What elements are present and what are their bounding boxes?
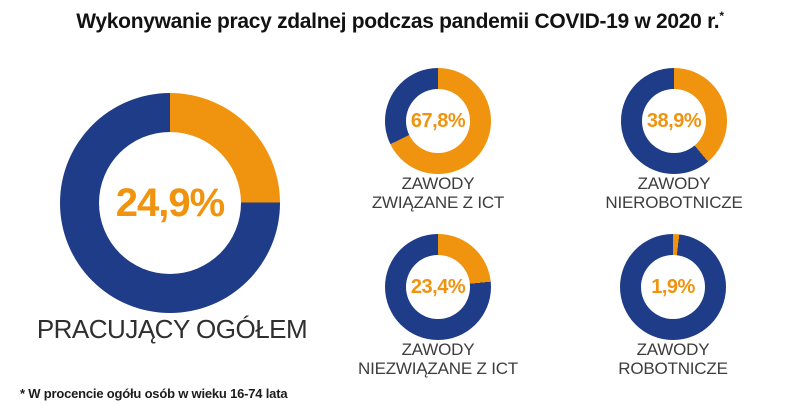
page-title: Wykonywanie pracy zdalnej podczas pandem… xyxy=(0,9,800,34)
donut-hole: 1,9% xyxy=(641,255,705,319)
value-label-pracujacy-ogolem: 24,9% xyxy=(115,181,225,225)
value-label-zawody-nierobotnicze: 38,9% xyxy=(646,110,702,132)
footnote: * W procencie ogółu osób w wieku 16-74 l… xyxy=(20,386,288,401)
donut-chart-pracujacy-ogolem: 24,9% xyxy=(60,93,280,313)
chart-label-zawody-niezwiazane-z-ict: ZAWODY NIEZWIĄZANE Z ICT xyxy=(318,340,558,378)
donut-hole: 23,4% xyxy=(406,255,470,319)
donut-chart-zawody-robotnicze: 1,9% xyxy=(620,234,726,340)
chart-label-zawody-nierobotnicze: ZAWODY NIEROBOTNICZE xyxy=(554,174,794,212)
value-label-zawody-robotnicze: 1,9% xyxy=(651,276,695,298)
chart-label-line: ROBOTNICZE xyxy=(618,359,728,378)
donut-chart-zawody-nierobotnicze: 38,9% xyxy=(621,68,727,174)
chart-label-line: ZAWODY xyxy=(636,340,710,359)
chart-label-line: NIEZWIĄZANE Z ICT xyxy=(358,359,518,378)
donut-chart-zawody-niezwiazane-z-ict: 23,4% xyxy=(385,234,491,340)
donut-hole: 38,9% xyxy=(642,89,706,153)
chart-label-line: ZAWODY xyxy=(401,174,475,193)
value-label-zawody-niezwiazane-z-ict: 23,4% xyxy=(410,276,466,298)
chart-label-line: ZAWODY xyxy=(637,174,711,193)
chart-label-zawody-robotnicze: ZAWODY ROBOTNICZE xyxy=(553,340,793,378)
chart-label-zawody-zwiazane-z-ict: ZAWODY ZWIĄZANE Z ICT xyxy=(318,174,558,212)
donut-hole: 67,8% xyxy=(406,89,470,153)
chart-label-pracujacy-ogolem: PRACUJĄCY OGÓŁEM xyxy=(36,314,308,344)
chart-label-line: NIEROBOTNICZE xyxy=(605,193,743,212)
title-footnote-marker: * xyxy=(719,9,724,23)
page-title-text: Wykonywanie pracy zdalnej podczas pandem… xyxy=(76,10,720,33)
donut-chart-zawody-zwiazane-z-ict: 67,8% xyxy=(385,68,491,174)
chart-label-line: ZWIĄZANE Z ICT xyxy=(371,193,505,212)
donut-hole: 24,9% xyxy=(99,132,241,274)
value-label-zawody-zwiazane-z-ict: 67,8% xyxy=(410,110,466,132)
chart-label-line: ZAWODY xyxy=(401,340,475,359)
